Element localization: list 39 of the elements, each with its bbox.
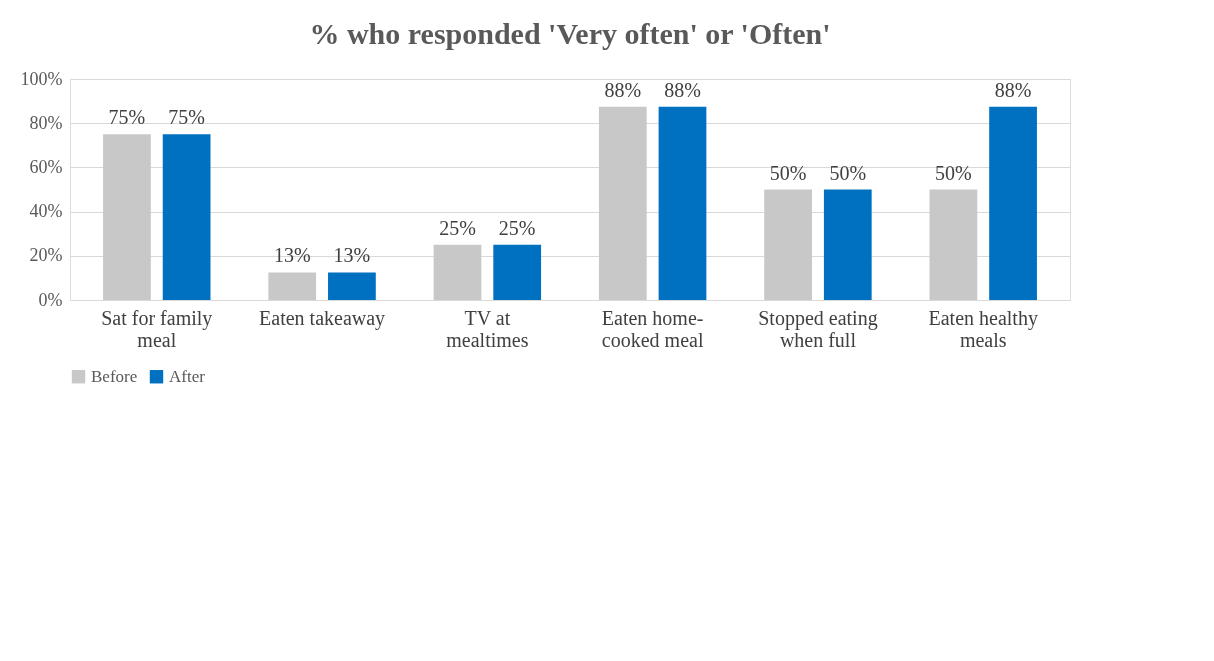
- x-tick-label: Eaten home-cooked meal: [601, 306, 704, 351]
- x-tick-label: Stopped eating when full: [758, 306, 878, 351]
- bar: [764, 189, 812, 300]
- bar: [989, 106, 1037, 300]
- x-tick-label: Sat for family meal: [101, 306, 213, 351]
- legend-label: After: [169, 366, 206, 386]
- bar: [268, 272, 317, 300]
- data-label: 50%: [769, 161, 807, 184]
- data-label: 50%: [829, 161, 867, 184]
- legend-label: Before: [91, 366, 138, 386]
- data-label: 50%: [935, 161, 972, 184]
- x-tick-label: Eaten healthy meals: [928, 306, 1038, 351]
- bar: [328, 272, 376, 300]
- y-tick-label: 80%: [29, 112, 63, 133]
- data-label: 75%: [108, 106, 146, 129]
- bar: [823, 189, 872, 300]
- data-label: 88%: [604, 78, 642, 101]
- bar: [598, 106, 647, 300]
- data-label: 13%: [273, 244, 311, 267]
- chart-title: % who responded 'Very often' or 'Often': [309, 17, 831, 50]
- bar: [493, 244, 542, 300]
- y-tick-label: 40%: [29, 201, 63, 222]
- data-label: 25%: [498, 216, 536, 239]
- data-label: 75%: [168, 106, 205, 129]
- y-tick-label: 100%: [20, 68, 63, 89]
- bar: [162, 134, 211, 300]
- x-tick-label: TV at mealtimes: [446, 306, 529, 351]
- y-tick-label: 60%: [29, 156, 63, 177]
- data-label: 88%: [664, 78, 701, 101]
- y-tick-label: 0%: [38, 289, 63, 310]
- data-label: 88%: [994, 78, 1032, 101]
- bar: [929, 189, 978, 300]
- data-label: 25%: [439, 216, 476, 239]
- data-label: 13%: [333, 244, 371, 267]
- bar: [658, 106, 707, 300]
- bar: [433, 244, 482, 300]
- x-tick-label: Eaten takeaway: [259, 306, 386, 330]
- y-tick-label: 20%: [29, 245, 63, 266]
- bar: [103, 134, 151, 300]
